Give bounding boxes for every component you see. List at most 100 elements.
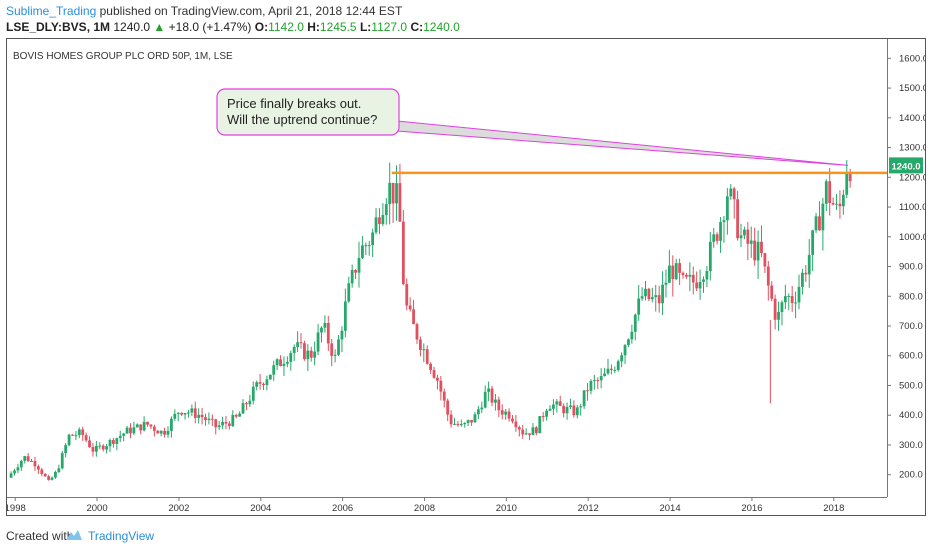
candle-body <box>418 339 422 351</box>
candle-body <box>275 359 279 366</box>
candle-body <box>456 423 460 426</box>
candle-body <box>507 411 511 419</box>
price-tick-label: 1500.0 <box>899 83 925 94</box>
time-tick-label: 2012 <box>578 503 599 514</box>
candle-body <box>514 421 518 428</box>
candle-body <box>340 330 344 340</box>
candle-body <box>644 288 647 297</box>
candle-body <box>378 217 381 225</box>
candle-body <box>159 430 163 434</box>
candle-body <box>170 418 173 431</box>
candle-body <box>285 361 289 364</box>
low-label: L: <box>359 20 372 34</box>
candle-body <box>166 430 170 435</box>
candle-body <box>77 429 81 436</box>
price-tick-label: 600.0 <box>899 351 923 362</box>
candle-body <box>446 400 450 415</box>
candle-body <box>773 298 777 320</box>
candle-body <box>388 182 392 205</box>
candle-body <box>558 401 562 406</box>
candle-body <box>156 430 160 434</box>
price-tick-label: 1400.0 <box>899 113 925 124</box>
candle-body <box>163 430 166 435</box>
candle-body <box>132 427 136 434</box>
candle-body <box>316 332 320 352</box>
candle-body <box>337 339 340 355</box>
candle-body <box>333 354 337 356</box>
candle-body <box>23 456 27 461</box>
candle-body <box>422 349 426 351</box>
candle-body <box>255 382 259 387</box>
candle-body <box>541 416 545 418</box>
candle-body <box>763 253 767 267</box>
candle-body <box>524 433 528 435</box>
candle-body <box>494 399 497 403</box>
author-link[interactable]: Sublime_Trading <box>6 4 97 18</box>
candle-body <box>354 269 357 273</box>
candle-body <box>824 181 828 204</box>
symbol-label: LSE_DLY:BVS, 1M <box>6 20 111 34</box>
candle-body <box>534 427 538 434</box>
price-chart[interactable]: 200.0 300.0 400.0 500.0 600.0 700.0 800.0 900.0… <box>7 39 925 515</box>
candle-body <box>739 235 743 239</box>
tradingview-brand[interactable]: TradingView <box>88 529 155 543</box>
published-text: published on TradingView.com, April 21, … <box>99 4 403 18</box>
high-value: 1245.5 <box>319 20 357 34</box>
candle-body <box>579 406 583 408</box>
price-tick-label: 1000.0 <box>899 232 925 243</box>
candle-body <box>657 295 661 304</box>
price-tick-label: 1600.0 <box>899 53 925 64</box>
candle-body <box>135 424 139 428</box>
candle-body <box>54 471 57 478</box>
time-tick-label: 2008 <box>414 503 435 514</box>
callout-pointer <box>396 120 849 166</box>
open-label: O: <box>254 20 269 34</box>
candle-body <box>183 413 187 415</box>
candle-body <box>504 411 508 415</box>
candle-body <box>101 445 105 450</box>
candle-body <box>708 241 712 272</box>
price-tick-label: 700.0 <box>899 321 923 332</box>
candle-body <box>19 460 23 468</box>
candle-body <box>395 183 398 204</box>
candle-body <box>262 383 265 386</box>
candle-body <box>586 390 589 392</box>
candle-body <box>483 391 487 408</box>
candle-body <box>326 323 330 344</box>
price-tick-label: 1300.0 <box>899 143 925 154</box>
candle-body <box>234 414 238 417</box>
price-tick-label: 900.0 <box>899 262 923 273</box>
candle-body <box>756 241 760 261</box>
candle-body <box>207 418 211 421</box>
candle-body <box>582 390 586 407</box>
candle-body <box>91 447 95 452</box>
candle-body <box>848 173 852 182</box>
candle-body <box>374 217 378 233</box>
chart-frame[interactable]: 200.0 300.0 400.0 500.0 600.0 700.0 800.0 900.0… <box>6 38 926 516</box>
candle-body <box>176 412 180 414</box>
candle-body <box>231 414 235 427</box>
candle-body <box>9 473 13 478</box>
candle-body <box>118 435 122 439</box>
candle-body <box>633 314 637 332</box>
time-tick-label: 2002 <box>168 503 189 514</box>
candle-body <box>425 349 429 364</box>
candle-body <box>149 424 153 427</box>
candle-body <box>681 272 685 275</box>
candle-body <box>197 414 201 418</box>
candle-body <box>722 220 726 223</box>
candle-body <box>268 374 272 380</box>
candle-body <box>364 245 368 247</box>
candle-body <box>122 433 126 436</box>
candle-body <box>129 427 132 434</box>
candle-body <box>480 407 484 410</box>
candle-body <box>190 408 194 413</box>
candle-body <box>463 422 467 425</box>
time-tick-label: 2000 <box>86 503 107 514</box>
price-tick-label: 1200.0 <box>899 172 925 183</box>
candle-body <box>272 365 276 375</box>
candle-body <box>497 399 501 411</box>
candle-body <box>552 404 555 409</box>
candle-body <box>661 284 664 304</box>
candle-body <box>783 296 787 303</box>
